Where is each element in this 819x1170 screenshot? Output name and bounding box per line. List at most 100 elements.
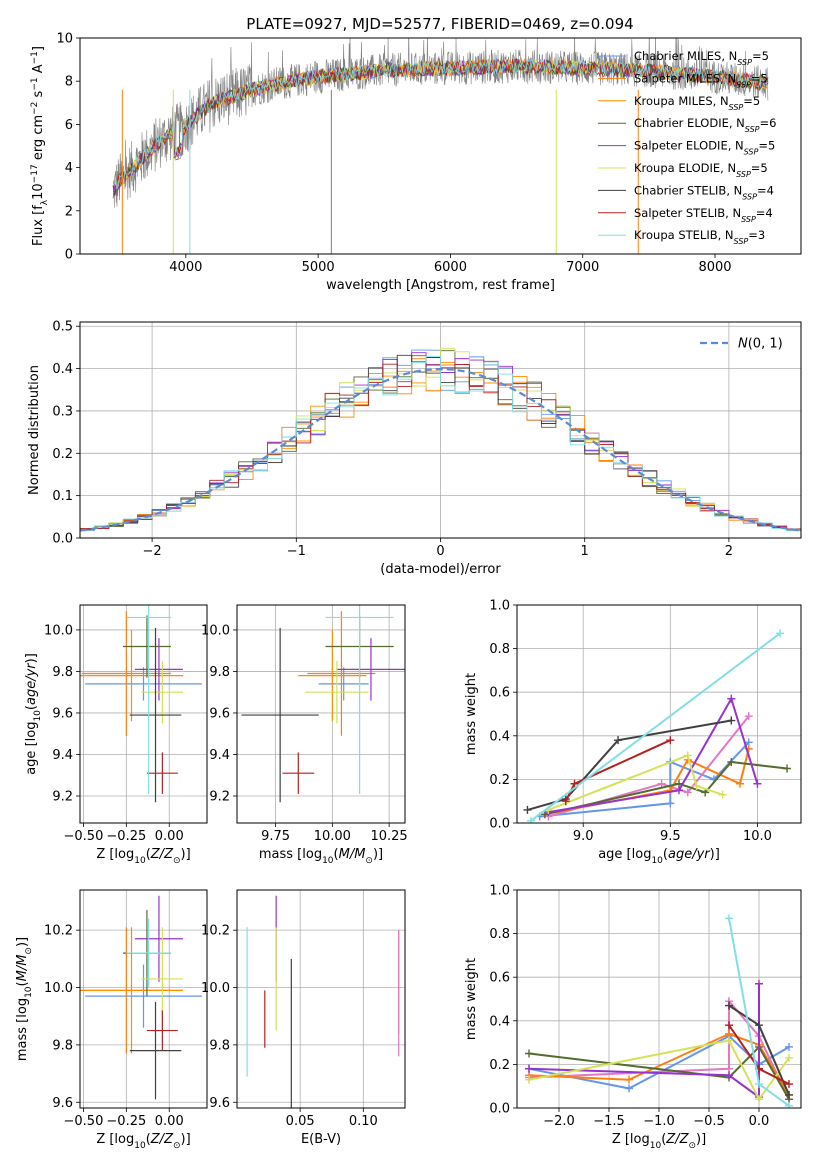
legend-text: Chabrier ELODIE, N — [634, 116, 745, 130]
label-part: )] — [696, 1132, 706, 1147]
y-tick-label: 9.8 — [209, 665, 230, 680]
legend-subscript: SSP — [741, 214, 756, 223]
y-tick-label: 0.0 — [52, 532, 73, 547]
panel-mass_vs_Z: −0.50 −0.25 0.009.69.810.010.2Z [log10(Z/Z… — [15, 889, 208, 1151]
y-tick-label: 0.6 — [489, 971, 510, 986]
label-part: wavelength [Angstrom, rest frame] — [326, 278, 555, 293]
x-tick-label: −0.25 — [106, 829, 146, 844]
label-part: 10 — [651, 856, 663, 866]
y-tick-label: 0.2 — [489, 1058, 510, 1073]
label-part: ( — [334, 847, 339, 862]
panel-massweight_vs_age: 9.0 9.5 10.0 0.0 0.2 0.4 0.6 0.8 1.0 age [log10(a… — [464, 599, 802, 866]
label-part: A — [31, 64, 46, 77]
plot-area — [525, 914, 793, 1108]
legend-text: Salpeter STELIB, N — [634, 206, 741, 220]
legend-subscript: SSP — [736, 80, 751, 89]
x-tick-label: 0.0 — [749, 1114, 770, 1129]
legend-tail: =5 — [743, 94, 760, 108]
y-tick-label: 10.0 — [201, 623, 230, 638]
plot-area — [80, 348, 801, 538]
x-tick-label: 8000 — [698, 260, 731, 275]
mass-weight-marker — [718, 790, 727, 799]
mass-weight-marker — [625, 1075, 633, 1084]
y-tick-label: 0.8 — [489, 927, 510, 942]
label-part: age [log — [24, 722, 39, 775]
axes-frame — [79, 604, 208, 824]
label-part: ⊙ — [688, 1141, 696, 1151]
legend-subscript: SSP — [737, 58, 752, 67]
label-part: )] — [710, 847, 720, 862]
label-part: s — [31, 90, 46, 101]
label-part: age [log — [598, 847, 651, 862]
model-spectrum-line — [112, 57, 769, 191]
label-part: ( — [146, 1132, 151, 1147]
plot-area — [112, 38, 769, 254]
mass-weight-marker — [666, 799, 675, 808]
y-tick-label: 0.1 — [52, 489, 73, 504]
gaussian-curve — [80, 367, 801, 532]
label-part: )] — [15, 937, 30, 947]
x-tick-label: 0.00 — [155, 1114, 184, 1129]
y-tick-label: 9.2 — [52, 790, 73, 805]
legend-text: (0, 1) — [748, 337, 783, 352]
label-part: Z [log — [96, 1132, 134, 1147]
mass-weight-marker — [525, 1064, 533, 1073]
legend-entry: Kroupa MILES, NSSP=5 — [634, 94, 760, 112]
y-axis-label: Flux [fλ10−17 erg cm−2 s−1 A−1] — [30, 46, 50, 246]
label-part: mass [log — [15, 998, 30, 1061]
legend-entry: Salpeter ELODIE, NSSP=5 — [634, 139, 775, 157]
label-part: )] — [181, 1132, 191, 1147]
label-part: Normed distribution — [27, 365, 42, 495]
legend-text: Salpeter ELODIE, N — [634, 139, 744, 153]
y-tick-label: 10.0 — [201, 981, 230, 996]
plot-area — [80, 605, 202, 803]
mass-weight-line — [527, 719, 732, 811]
mass-weight-marker — [625, 1084, 633, 1093]
mass-weight-marker — [614, 736, 623, 745]
x-axis-label: mass [log10(M/M⊙)] — [259, 847, 383, 866]
legend-tail: =4 — [757, 183, 774, 197]
label-part: )] — [24, 653, 39, 663]
label-part: E(B-V) — [301, 1132, 341, 1147]
histogram-step — [80, 355, 801, 538]
y-tick-label: 0.0 — [489, 817, 510, 832]
y-axis-label: Normed distribution — [27, 365, 42, 495]
mass-weight-marker — [523, 805, 532, 814]
y-axis-label: mass [log10(M/M⊙)] — [15, 937, 34, 1061]
x-tick-label: −0.25 — [106, 1114, 146, 1129]
x-tick-label: 10.00 — [314, 829, 351, 844]
y-axis-label: mass weight — [464, 958, 479, 1040]
figure-title: PLATE=0927, MJD=52577, FIBERID=0469, z=0… — [246, 15, 633, 33]
mass-weight-line — [528, 983, 760, 1100]
mass-weight-marker — [727, 757, 736, 766]
y-tick-label: 9.4 — [209, 748, 230, 763]
legend-tail: =5 — [752, 49, 769, 63]
label-part: 10 — [134, 1141, 146, 1151]
x-axis-label: Z [log10(Z/Z⊙)] — [612, 1132, 706, 1151]
mass-weight-line — [564, 739, 671, 802]
mass-weight-line — [548, 696, 759, 814]
mass-weight-marker — [755, 1021, 763, 1030]
mass-weight-marker — [657, 779, 666, 788]
y-tick-label: 0.5 — [52, 320, 73, 335]
legend-text: Chabrier STELIB, N — [634, 183, 742, 197]
legend-entry: Chabrier STELIB, NSSP=4 — [634, 183, 774, 201]
x-tick-label: 5000 — [302, 260, 335, 275]
legend-entry: Salpeter MILES, NSSP=5 — [634, 71, 768, 89]
y-axis-label: age [log10(age/yr)] — [24, 653, 43, 775]
label-part: Z/Z — [665, 1132, 689, 1147]
x-tick-label: −0.5 — [693, 1114, 725, 1129]
legend-subscript: SSP — [744, 147, 759, 156]
label-part: Z/Z — [150, 847, 174, 862]
x-axis-label: (data-model)/error — [380, 562, 501, 577]
panel-spectrum: 4000 5000 6000 7000 8000 0 2 4 6 8 10 wavelength [A… — [30, 32, 802, 293]
plot-area — [80, 895, 202, 1100]
y-tick-label: 0.0 — [489, 1102, 510, 1117]
mass-weight-marker — [725, 1001, 733, 1010]
mass-weight-marker — [727, 694, 736, 703]
label-part: ⊙ — [173, 856, 181, 866]
x-tick-label: 0.05 — [286, 1114, 315, 1129]
legend-subscript: SSP — [745, 125, 760, 134]
label-part: M/M — [15, 955, 30, 982]
